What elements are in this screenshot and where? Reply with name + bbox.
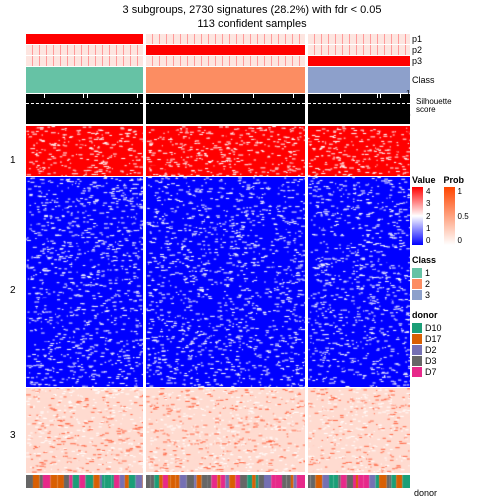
legend-prob-title: Prob	[444, 175, 469, 185]
prob-ticks: 10.50	[458, 187, 469, 245]
value-gradient	[412, 187, 423, 245]
label-p2: p2	[412, 45, 435, 56]
prob-gradient	[444, 187, 455, 245]
right-track-labels: p1 p2 p3 Class 1 Silhouette score 0	[412, 34, 435, 90]
heatmap	[26, 126, 410, 474]
main-plot-area	[26, 34, 410, 497]
label-p1: p1	[412, 34, 435, 45]
title-block: 3 subgroups, 2730 signatures (28.2%) wit…	[0, 0, 504, 31]
legend-area: Value 43210 Prob 10.50 Class 123 donor D…	[412, 175, 469, 387]
label-silhouette: Silhouette score	[416, 98, 452, 114]
label-p3: p3	[412, 56, 435, 67]
title-line-1: 3 subgroups, 2730 signatures (28.2%) wit…	[0, 3, 504, 17]
row-cluster-labels: 1 2 3	[0, 0, 24, 504]
annot-class	[26, 67, 410, 93]
value-ticks: 43210	[426, 187, 430, 245]
label-donor-bottom: donor	[414, 488, 437, 498]
legend-value-title: Value	[412, 175, 436, 185]
label-class: Class	[412, 75, 435, 86]
legend-class: Class 123	[412, 255, 469, 300]
annot-p1	[26, 34, 410, 44]
annot-p3	[26, 56, 410, 66]
annot-silhouette	[26, 94, 410, 124]
annot-donor-bottom	[26, 475, 410, 488]
title-line-2: 113 confident samples	[0, 17, 504, 31]
legend-donor: donor D10D17D2D3D7	[412, 310, 469, 377]
annot-p2	[26, 45, 410, 55]
